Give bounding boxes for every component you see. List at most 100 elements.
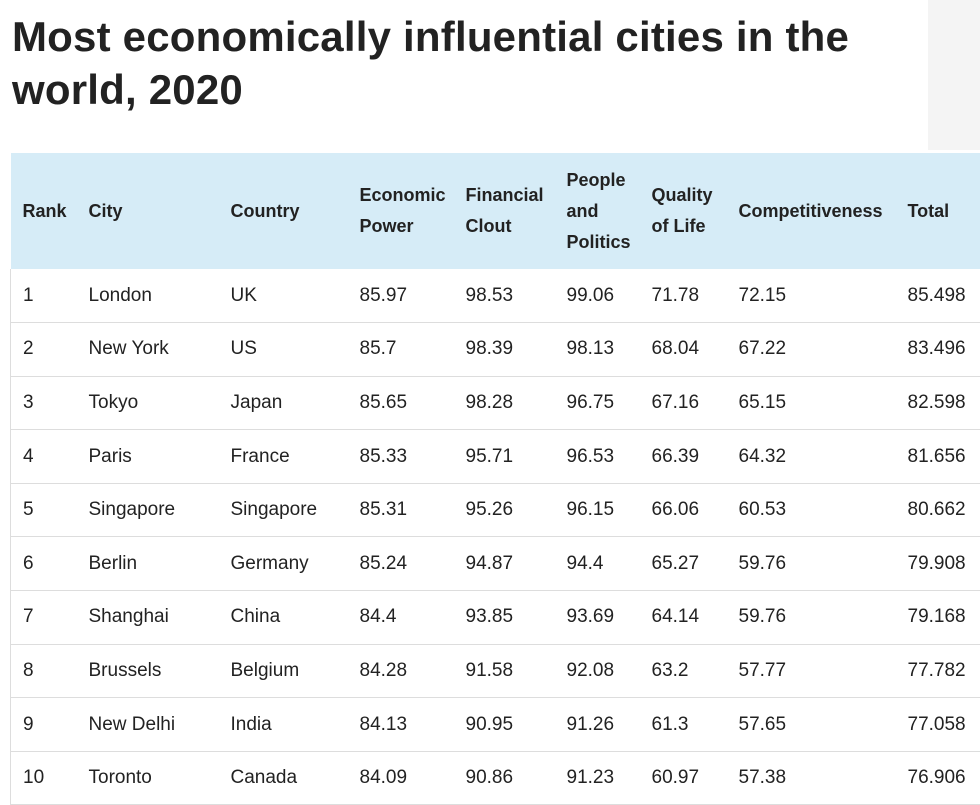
table-cell: 81.656	[896, 430, 980, 484]
table-cell: 96.75	[555, 376, 640, 430]
table-cell: 57.77	[727, 644, 896, 698]
table-cell: Japan	[219, 376, 348, 430]
table-cell: 64.32	[727, 430, 896, 484]
table-cell: UK	[219, 269, 348, 323]
table-cell: 84.13	[348, 698, 454, 752]
table-cell: 84.28	[348, 644, 454, 698]
table-cell: 85.7	[348, 323, 454, 377]
table-cell: 93.69	[555, 591, 640, 645]
table-cell: 60.97	[640, 751, 727, 805]
column-header: Competitiveness	[727, 153, 896, 269]
column-header: Quality of Life	[640, 153, 727, 269]
table-cell: 91.58	[454, 644, 555, 698]
table-cell: 96.15	[555, 483, 640, 537]
table-cell: Tokyo	[77, 376, 219, 430]
table-cell: 80.662	[896, 483, 980, 537]
table-cell: 57.38	[727, 751, 896, 805]
table-cell: 79.908	[896, 537, 980, 591]
table-cell: 98.53	[454, 269, 555, 323]
table-cell: 95.26	[454, 483, 555, 537]
table-cell: 4	[11, 430, 77, 484]
table-cell: 59.76	[727, 591, 896, 645]
table-cell: France	[219, 430, 348, 484]
table-cell: 9	[11, 698, 77, 752]
column-header: People and Politics	[555, 153, 640, 269]
side-strip	[928, 0, 980, 150]
table-cell: 1	[11, 269, 77, 323]
table-cell: 63.2	[640, 644, 727, 698]
table-cell: US	[219, 323, 348, 377]
table-cell: 76.906	[896, 751, 980, 805]
table-cell: 8	[11, 644, 77, 698]
table-cell: Singapore	[219, 483, 348, 537]
table-cell: 90.86	[454, 751, 555, 805]
column-header: Rank	[11, 153, 77, 269]
table-cell: Belgium	[219, 644, 348, 698]
table-cell: 98.13	[555, 323, 640, 377]
table-cell: 77.782	[896, 644, 980, 698]
table-cell: 66.06	[640, 483, 727, 537]
table-cell: 95.71	[454, 430, 555, 484]
table-cell: 60.53	[727, 483, 896, 537]
table-cell: 64.14	[640, 591, 727, 645]
table-cell: 85.65	[348, 376, 454, 430]
table-cell: 66.39	[640, 430, 727, 484]
table-cell: 67.22	[727, 323, 896, 377]
table-cell: New York	[77, 323, 219, 377]
table-cell: 61.3	[640, 698, 727, 752]
table-cell: 7	[11, 591, 77, 645]
table-cell: 6	[11, 537, 77, 591]
table-cell: 85.97	[348, 269, 454, 323]
table-cell: 91.23	[555, 751, 640, 805]
table-cell: Singapore	[77, 483, 219, 537]
table-cell: 85.33	[348, 430, 454, 484]
table-cell: 59.76	[727, 537, 896, 591]
table-cell: 71.78	[640, 269, 727, 323]
table-cell: Brussels	[77, 644, 219, 698]
table-cell: 99.06	[555, 269, 640, 323]
table-cell: 98.28	[454, 376, 555, 430]
table-cell: 98.39	[454, 323, 555, 377]
table-cell: 83.496	[896, 323, 980, 377]
column-header: Total	[896, 153, 980, 269]
column-header: Financial Clout	[454, 153, 555, 269]
table-cell: 65.15	[727, 376, 896, 430]
table-cell: 68.04	[640, 323, 727, 377]
table-cell: 85.24	[348, 537, 454, 591]
table-cell: 79.168	[896, 591, 980, 645]
table-cell: Shanghai	[77, 591, 219, 645]
column-header: Country	[219, 153, 348, 269]
table-cell: 3	[11, 376, 77, 430]
table-cell: 5	[11, 483, 77, 537]
table-cell: 2	[11, 323, 77, 377]
table-cell: Toronto	[77, 751, 219, 805]
table-cell: 57.65	[727, 698, 896, 752]
table-cell: 65.27	[640, 537, 727, 591]
table-cell: Berlin	[77, 537, 219, 591]
table-cell: 84.09	[348, 751, 454, 805]
table-cell: 72.15	[727, 269, 896, 323]
table-cell: 94.4	[555, 537, 640, 591]
table-cell: Canada	[219, 751, 348, 805]
column-header: Economic Power	[348, 153, 454, 269]
table-cell: London	[77, 269, 219, 323]
table-cell: 82.598	[896, 376, 980, 430]
table-cell: 77.058	[896, 698, 980, 752]
table-cell: 84.4	[348, 591, 454, 645]
table-cell: India	[219, 698, 348, 752]
table-cell: 85.498	[896, 269, 980, 323]
table-cell: 90.95	[454, 698, 555, 752]
table-cell: New Delhi	[77, 698, 219, 752]
